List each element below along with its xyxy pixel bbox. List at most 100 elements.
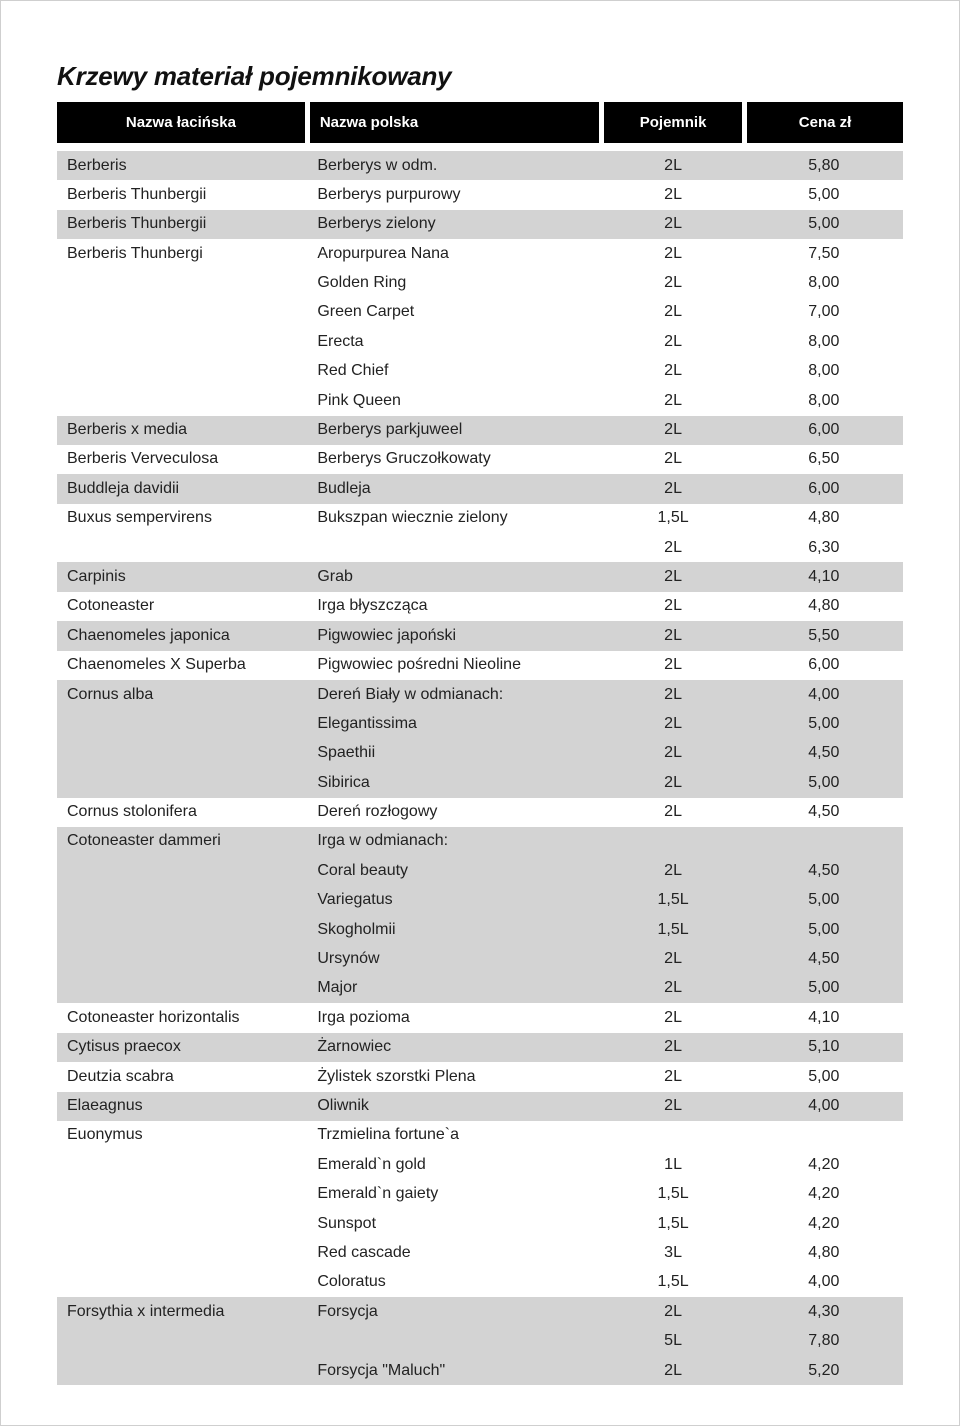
cell-latin	[57, 1150, 307, 1179]
cell-pot: 2L	[602, 651, 745, 680]
cell-price: 5,00	[745, 1062, 903, 1091]
cell-polish: Red cascade	[307, 1238, 601, 1267]
cell-price: 4,80	[745, 592, 903, 621]
cell-price: 4,80	[745, 504, 903, 533]
cell-price: 5,00	[745, 210, 903, 239]
cell-latin	[57, 886, 307, 915]
cell-latin: Cotoneaster	[57, 592, 307, 621]
cell-latin	[57, 1327, 307, 1356]
cell-price: 6,30	[745, 533, 903, 562]
table-row: Red cascade3L4,80	[57, 1238, 903, 1267]
table-row: Variegatus1,5L5,00	[57, 886, 903, 915]
cell-latin	[57, 945, 307, 974]
price-table: Nazwa łacińska Nazwa polska Pojemnik Cen…	[57, 102, 903, 1385]
table-row: Cornus albaDereń Biały w odmianach:2L4,0…	[57, 680, 903, 709]
cell-latin	[57, 974, 307, 1003]
cell-pot: 2L	[602, 269, 745, 298]
table-row: Sunspot1,5L4,20	[57, 1209, 903, 1238]
table-row: Coloratus1,5L4,00	[57, 1268, 903, 1297]
cell-polish: Trzmielina fortune`a	[307, 1121, 601, 1150]
cell-polish: Major	[307, 974, 601, 1003]
table-row: Erecta2L8,00	[57, 327, 903, 356]
cell-pot: 2L	[602, 151, 745, 180]
table-header: Nazwa łacińska Nazwa polska Pojemnik Cen…	[57, 102, 903, 143]
cell-polish: Aropurpurea Nana	[307, 239, 601, 268]
cell-latin	[57, 768, 307, 797]
cell-latin: Carpinis	[57, 562, 307, 591]
table-row: Ursynów2L4,50	[57, 945, 903, 974]
cell-price: 7,50	[745, 239, 903, 268]
cell-polish: Berberys Gruczołkowaty	[307, 445, 601, 474]
cell-latin: Berberis Thunbergi	[57, 239, 307, 268]
cell-polish: Ursynów	[307, 945, 601, 974]
cell-latin: Cotoneaster dammeri	[57, 827, 307, 856]
table-row: ElaeagnusOliwnik2L4,00	[57, 1092, 903, 1121]
cell-price: 4,50	[745, 945, 903, 974]
cell-pot: 2L	[602, 768, 745, 797]
cell-polish: Elegantissima	[307, 709, 601, 738]
cell-pot	[602, 827, 745, 856]
table-row: Golden Ring2L8,00	[57, 269, 903, 298]
cell-pot: 2L	[602, 739, 745, 768]
cell-price: 5,20	[745, 1356, 903, 1385]
cell-price: 5,00	[745, 180, 903, 209]
cell-polish: Coloratus	[307, 1268, 601, 1297]
cell-pot: 2L	[602, 680, 745, 709]
cell-latin: Buddleja davidii	[57, 474, 307, 503]
cell-price: 4,20	[745, 1150, 903, 1179]
cell-pot: 2L	[602, 239, 745, 268]
cell-pot: 2L	[602, 416, 745, 445]
table-row: Emerald`n gaiety1,5L4,20	[57, 1180, 903, 1209]
header-price: Cena zł	[745, 102, 903, 143]
table-row: Forsycja "Maluch"2L5,20	[57, 1356, 903, 1385]
cell-pot: 2L	[602, 210, 745, 239]
cell-price: 8,00	[745, 386, 903, 415]
cell-latin: Berberis	[57, 151, 307, 180]
cell-latin	[57, 1180, 307, 1209]
cell-latin: Buxus sempervirens	[57, 504, 307, 533]
cell-pot: 2L	[602, 621, 745, 650]
table-row: Berberis x mediaBerberys parkjuweel2L6,0…	[57, 416, 903, 445]
cell-latin: Berberis Thunbergii	[57, 210, 307, 239]
cell-polish: Irga błyszcząca	[307, 592, 601, 621]
table-row: Berberis ThunbergiiBerberys purpurowy2L5…	[57, 180, 903, 209]
cell-latin: Cytisus praecox	[57, 1033, 307, 1062]
table-row: EuonymusTrzmielina fortune`a	[57, 1121, 903, 1150]
table-row: Skogholmii1,5L5,00	[57, 915, 903, 944]
cell-polish: Erecta	[307, 327, 601, 356]
table-row: Green Carpet2L7,00	[57, 298, 903, 327]
cell-pot	[602, 1121, 745, 1150]
cell-pot: 2L	[602, 180, 745, 209]
cell-latin	[57, 915, 307, 944]
cell-polish: Skogholmii	[307, 915, 601, 944]
table-row: Berberis VerveculosaBerberys Gruczołkowa…	[57, 445, 903, 474]
cell-pot: 1L	[602, 1150, 745, 1179]
table-row: Cotoneaster dammeriIrga w odmianach:	[57, 827, 903, 856]
document-page: Krzewy materiał pojemnikowany Nazwa łaci…	[0, 0, 960, 1426]
table-row: Sibirica2L5,00	[57, 768, 903, 797]
cell-latin	[57, 1238, 307, 1267]
cell-price: 5,00	[745, 915, 903, 944]
header-polish: Nazwa polska	[307, 102, 601, 143]
cell-price: 4,50	[745, 739, 903, 768]
cell-price: 4,50	[745, 798, 903, 827]
table-row: Chaenomeles X SuperbaPigwowiec pośredni …	[57, 651, 903, 680]
cell-latin: Cotoneaster horizontalis	[57, 1003, 307, 1032]
cell-polish: Berberys zielony	[307, 210, 601, 239]
cell-polish: Pigwowiec pośredni Nieoline	[307, 651, 601, 680]
cell-polish: Coral beauty	[307, 856, 601, 885]
cell-price: 5,10	[745, 1033, 903, 1062]
cell-price: 7,80	[745, 1327, 903, 1356]
cell-polish: Sibirica	[307, 768, 601, 797]
cell-price: 6,50	[745, 445, 903, 474]
table-row: Chaenomeles japonicaPigwowiec japoński2L…	[57, 621, 903, 650]
cell-polish: Bukszpan wiecznie zielony	[307, 504, 601, 533]
cell-pot: 2L	[602, 1092, 745, 1121]
cell-latin: Berberis Verveculosa	[57, 445, 307, 474]
cell-pot: 2L	[602, 856, 745, 885]
cell-polish: Berberys w odm.	[307, 151, 601, 180]
cell-latin: Chaenomeles X Superba	[57, 651, 307, 680]
cell-pot: 5L	[602, 1327, 745, 1356]
cell-latin	[57, 856, 307, 885]
cell-price: 4,50	[745, 856, 903, 885]
